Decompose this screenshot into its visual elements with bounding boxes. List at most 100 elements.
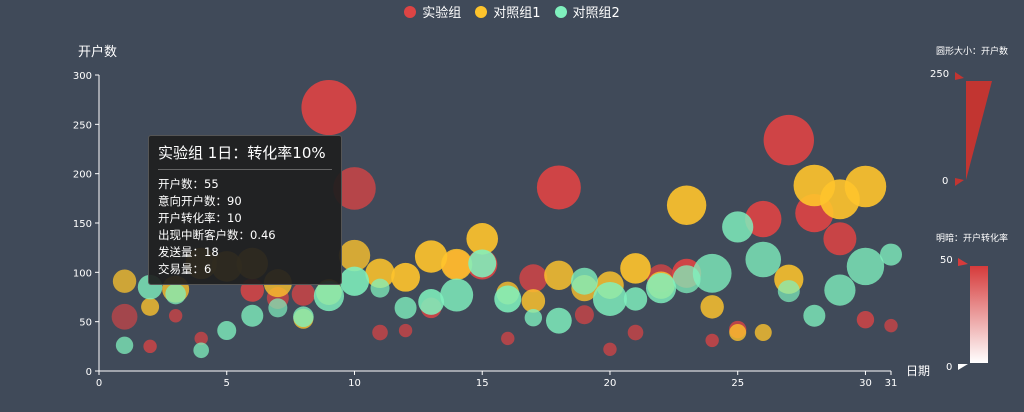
bubble-point[interactable] xyxy=(592,281,627,316)
bubble-point[interactable] xyxy=(394,296,417,319)
x-tick-label: 10 xyxy=(348,378,361,389)
bubble-point[interactable] xyxy=(545,307,572,334)
x-tick-label: 20 xyxy=(604,378,617,389)
bubble-point[interactable] xyxy=(777,280,800,303)
bubble-point[interactable] xyxy=(111,303,138,330)
bubble-point[interactable] xyxy=(623,287,648,311)
bubble-point[interactable] xyxy=(519,264,548,293)
bubble-point[interactable] xyxy=(301,80,357,136)
bubble-point[interactable] xyxy=(856,310,875,329)
bubble-point[interactable] xyxy=(521,289,546,313)
bubble-point[interactable] xyxy=(574,305,594,325)
legend-marker xyxy=(404,5,417,18)
chart-legend: 实验组 对照组1 对照组2 xyxy=(0,2,1024,21)
y-axis-title: 开户数 xyxy=(78,44,117,60)
size-visual-map-max: 250 xyxy=(930,69,950,80)
bubble-point[interactable] xyxy=(268,298,288,318)
bubble-point[interactable] xyxy=(603,342,617,356)
tooltip-line: 发送量：18 xyxy=(158,245,219,259)
bubble-point[interactable] xyxy=(168,309,183,323)
legend-item-experiment[interactable]: 实验组 xyxy=(404,2,461,21)
bubble-point[interactable] xyxy=(754,324,772,342)
bubble-point[interactable] xyxy=(729,324,747,342)
bubble-point[interactable] xyxy=(141,297,160,316)
x-tick-label: 5 xyxy=(224,378,230,389)
size-visual-map-bar[interactable] xyxy=(966,81,992,180)
bubble-point[interactable] xyxy=(398,323,413,338)
bubble-point[interactable] xyxy=(745,200,782,238)
bubble-point[interactable] xyxy=(193,342,209,359)
x-tick-label: 25 xyxy=(731,378,744,389)
x-axis-title: 日期 xyxy=(906,364,930,378)
color-visual-map-bar[interactable] xyxy=(970,266,988,363)
bubble-point[interactable] xyxy=(700,295,724,319)
bubble-point[interactable] xyxy=(524,309,543,327)
bubble-point[interactable] xyxy=(570,267,598,295)
bubble-point[interactable] xyxy=(372,324,388,341)
legend-item-control-2[interactable]: 对照组2 xyxy=(554,2,620,21)
y-tick-label: 200 xyxy=(73,170,92,181)
bubble-point[interactable] xyxy=(803,304,826,327)
size-handle-bottom[interactable] xyxy=(955,178,964,186)
tooltip-line: 意向开户数：90 xyxy=(158,194,242,208)
y-tick-label: 150 xyxy=(73,219,92,230)
bubble-point[interactable] xyxy=(339,266,370,296)
bubble-point[interactable] xyxy=(391,262,420,292)
bubble-point[interactable] xyxy=(468,249,497,278)
series-对照组2 xyxy=(115,211,902,359)
bubble-point[interactable] xyxy=(824,274,856,306)
x-tick-label: 0 xyxy=(96,378,102,389)
bubble-point[interactable] xyxy=(823,222,857,256)
color-handle-top[interactable] xyxy=(958,258,968,266)
bubble-point[interactable] xyxy=(645,273,677,304)
bubble-point[interactable] xyxy=(370,278,390,298)
bubble-point[interactable] xyxy=(333,167,376,210)
color-handle-bottom[interactable] xyxy=(958,364,968,370)
bubble-point[interactable] xyxy=(494,285,522,313)
bubble-point[interactable] xyxy=(884,318,898,333)
bubble-point[interactable] xyxy=(414,240,448,273)
y-tick-label: 100 xyxy=(73,268,92,279)
y-tick-label: 0 xyxy=(86,367,92,378)
bubble-point[interactable] xyxy=(291,282,316,306)
bubble-point[interactable] xyxy=(165,283,186,305)
bubble-point[interactable] xyxy=(536,165,581,210)
bubble-point[interactable] xyxy=(194,331,208,346)
bubble-point[interactable] xyxy=(880,243,902,266)
bubble-point[interactable] xyxy=(692,253,732,293)
bubble-point[interactable] xyxy=(143,339,157,354)
bubble-point[interactable] xyxy=(466,222,499,255)
bubble-point[interactable] xyxy=(440,278,474,312)
bubble-point[interactable] xyxy=(293,306,314,328)
tooltip-title: 实验组 1日：转化率10% xyxy=(158,142,332,170)
bubble-point[interactable] xyxy=(217,321,237,341)
bubble-point[interactable] xyxy=(115,336,134,355)
bubble-point[interactable] xyxy=(365,258,395,289)
bubble-point[interactable] xyxy=(722,211,754,243)
bubble-point[interactable] xyxy=(418,289,445,315)
x-tick-label: 30 xyxy=(859,378,872,389)
bubble-point[interactable] xyxy=(501,331,515,346)
color-visual-map-max: 50 xyxy=(940,255,953,266)
legend-item-control-1[interactable]: 对照组1 xyxy=(475,2,541,21)
bubble-point[interactable] xyxy=(745,241,782,278)
bubble-point[interactable] xyxy=(844,165,887,208)
tooltip-line: 出现中断客户数：0.46 xyxy=(158,228,276,242)
bubble-point[interactable] xyxy=(112,269,137,293)
bubble-point[interactable] xyxy=(627,324,644,341)
bubble-point[interactable] xyxy=(338,239,371,272)
bubble-point[interactable] xyxy=(666,185,707,225)
bubble-point[interactable] xyxy=(544,260,574,290)
size-handle-top[interactable] xyxy=(955,72,964,80)
bubble-point[interactable] xyxy=(763,114,815,166)
bubble-point[interactable] xyxy=(620,253,651,284)
color-visual-map-min: 0 xyxy=(946,362,953,373)
bubble-point[interactable] xyxy=(705,333,719,348)
bubble-point[interactable] xyxy=(846,247,885,286)
bubble-point[interactable] xyxy=(241,304,264,327)
y-tick-label: 250 xyxy=(73,120,92,131)
bubble-point[interactable] xyxy=(441,248,473,281)
bubble-point[interactable] xyxy=(313,280,345,312)
